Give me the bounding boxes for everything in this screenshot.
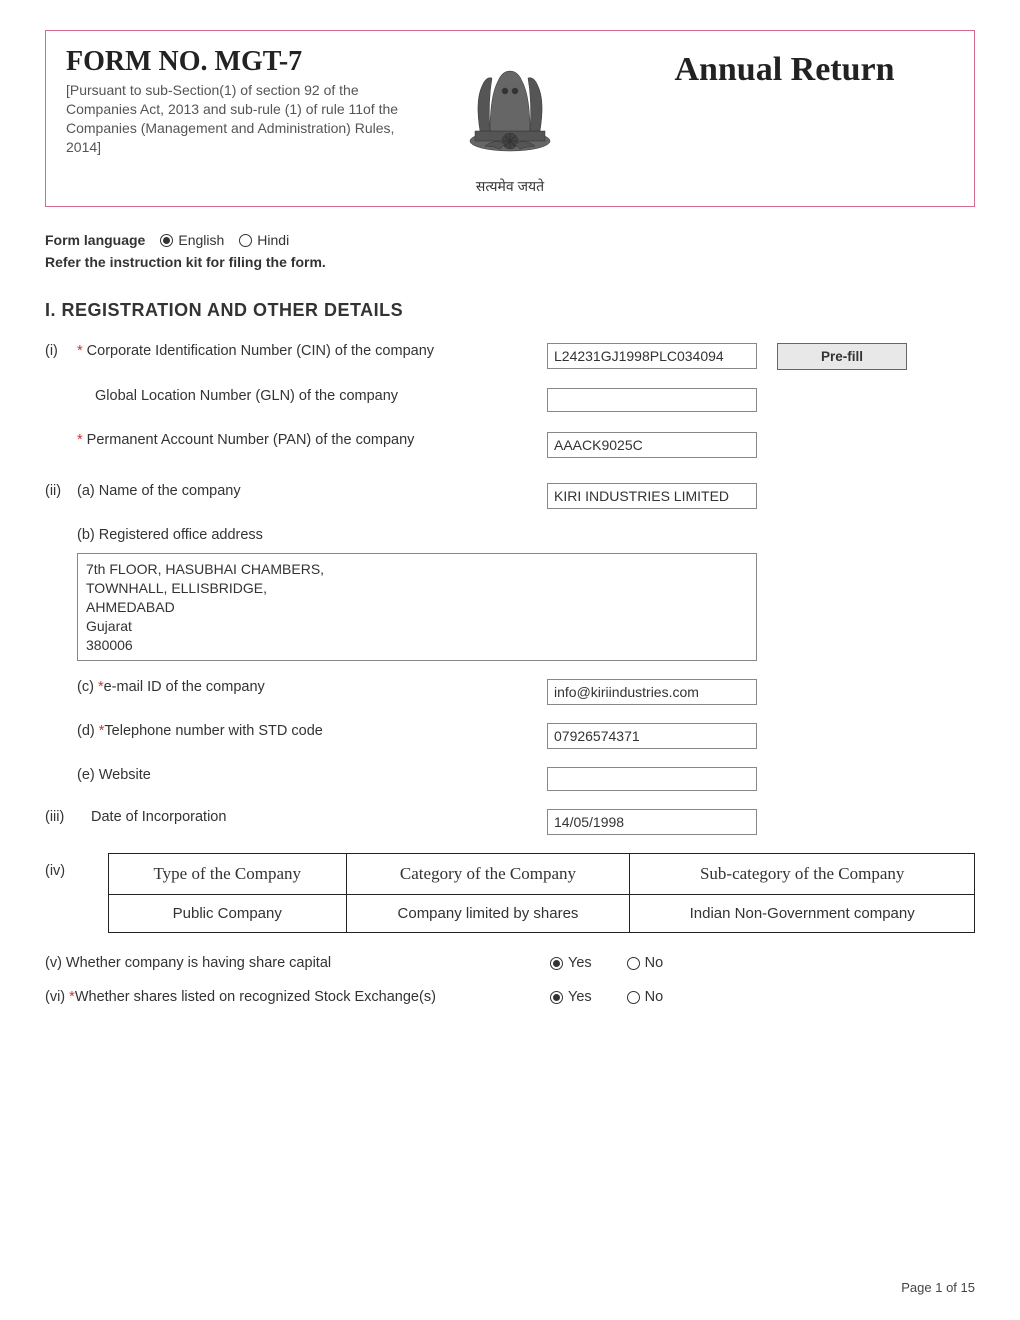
table-cell: Public Company — [108, 895, 346, 933]
instruction-text: Refer the instruction kit for filing the… — [45, 254, 975, 270]
question-label: (v) Whether company is having share capi… — [45, 955, 515, 971]
radio-no-label: No — [645, 989, 664, 1005]
field-cin: (i) * Corporate Identification Number (C… — [45, 343, 975, 370]
field-iv-row: (iv) Type of the Company Category of the… — [45, 853, 975, 955]
radio-yes-label: Yes — [568, 989, 592, 1005]
field-label: Global Location Number (GLN) of the comp… — [77, 388, 547, 404]
header-emblem-block: सत्यमेव जयते — [435, 46, 585, 196]
page-title: Annual Return — [615, 51, 954, 89]
incorporation-input[interactable]: 14/05/1998 — [547, 809, 757, 835]
header-left: FORM NO. MGT-7 [Pursuant to sub-Section(… — [66, 46, 405, 157]
radio-hindi[interactable]: Hindi — [239, 232, 289, 248]
question-listed: (vi) *Whether shares listed on recognize… — [45, 989, 975, 1005]
national-emblem-icon — [450, 46, 570, 176]
table-header: Category of the Company — [346, 854, 630, 895]
field-email: (c) *e-mail ID of the company info@kirii… — [45, 679, 975, 705]
section-title: I. REGISTRATION AND OTHER DETAILS — [45, 300, 975, 321]
field-label: (c) *e-mail ID of the company — [77, 679, 547, 695]
field-label: (b) Registered office address — [77, 527, 547, 543]
radio-v-no[interactable]: No — [627, 955, 664, 971]
prefill-button[interactable]: Pre-fill — [777, 343, 907, 370]
field-label: * Permanent Account Number (PAN) of the … — [77, 432, 547, 448]
website-input[interactable] — [547, 767, 757, 791]
field-label: (a) Name of the company — [77, 483, 547, 499]
pan-input[interactable]: AAACK9025C — [547, 432, 757, 458]
field-address-label-row: (b) Registered office address — [45, 527, 975, 543]
radio-icon — [550, 957, 563, 970]
cin-input[interactable]: L24231GJ1998PLC034094 — [547, 343, 757, 369]
radio-english-label: English — [178, 232, 224, 248]
radio-yes-label: Yes — [568, 955, 592, 971]
radio-icon — [627, 991, 640, 1004]
table-header: Type of the Company — [108, 854, 346, 895]
radio-vi-yes[interactable]: Yes — [550, 989, 592, 1005]
radio-vi-no[interactable]: No — [627, 989, 664, 1005]
phone-input[interactable]: 07926574371 — [547, 723, 757, 749]
page-number: Page 1 of 15 — [901, 1280, 975, 1295]
radio-hindi-label: Hindi — [257, 232, 289, 248]
radio-icon — [239, 234, 252, 247]
field-pan: * Permanent Account Number (PAN) of the … — [45, 432, 975, 458]
field-label: * Corporate Identification Number (CIN) … — [77, 343, 547, 359]
radio-no-label: No — [645, 955, 664, 971]
gln-input[interactable] — [547, 388, 757, 412]
address-input[interactable]: 7th FLOOR, HASUBHAI CHAMBERS, TOWNHALL, … — [77, 553, 757, 661]
table-cell: Indian Non-Government company — [630, 895, 975, 933]
field-label: Date of Incorporation — [77, 809, 547, 825]
question-label: (vi) *Whether shares listed on recognize… — [45, 989, 515, 1005]
field-gln: Global Location Number (GLN) of the comp… — [45, 388, 975, 412]
field-num: (ii) — [45, 483, 77, 499]
field-num: (i) — [45, 343, 77, 359]
form-header: FORM NO. MGT-7 [Pursuant to sub-Section(… — [45, 30, 975, 207]
radio-v-yes[interactable]: Yes — [550, 955, 592, 971]
field-label: (d) *Telephone number with STD code — [77, 723, 547, 739]
radio-icon — [160, 234, 173, 247]
field-incorporation: (iii) Date of Incorporation 14/05/1998 — [45, 809, 975, 835]
company-type-table: Type of the Company Category of the Comp… — [108, 853, 975, 933]
table-header: Sub-category of the Company — [630, 854, 975, 895]
company-name-input[interactable]: KIRI INDUSTRIES LIMITED — [547, 483, 757, 509]
field-num: (iii) — [45, 809, 77, 825]
question-share-capital: (v) Whether company is having share capi… — [45, 955, 975, 971]
field-label: (e) Website — [77, 767, 547, 783]
field-phone: (d) *Telephone number with STD code 0792… — [45, 723, 975, 749]
field-website: (e) Website — [45, 767, 975, 791]
table-cell: Company limited by shares — [346, 895, 630, 933]
radio-english[interactable]: English — [160, 232, 224, 248]
language-row: Form language English Hindi — [45, 232, 975, 248]
language-label: Form language — [45, 232, 145, 248]
field-num: (iv) — [45, 853, 76, 879]
form-subtitle: [Pursuant to sub-Section(1) of section 9… — [66, 81, 405, 157]
header-right: Annual Return — [615, 46, 954, 89]
radio-icon — [550, 991, 563, 1004]
form-number: FORM NO. MGT-7 — [66, 46, 405, 78]
radio-icon — [627, 957, 640, 970]
emblem-motto: सत्यमेव जयते — [435, 177, 585, 196]
email-input[interactable]: info@kiriindustries.com — [547, 679, 757, 705]
field-company-name: (ii) (a) Name of the company KIRI INDUST… — [45, 483, 975, 509]
